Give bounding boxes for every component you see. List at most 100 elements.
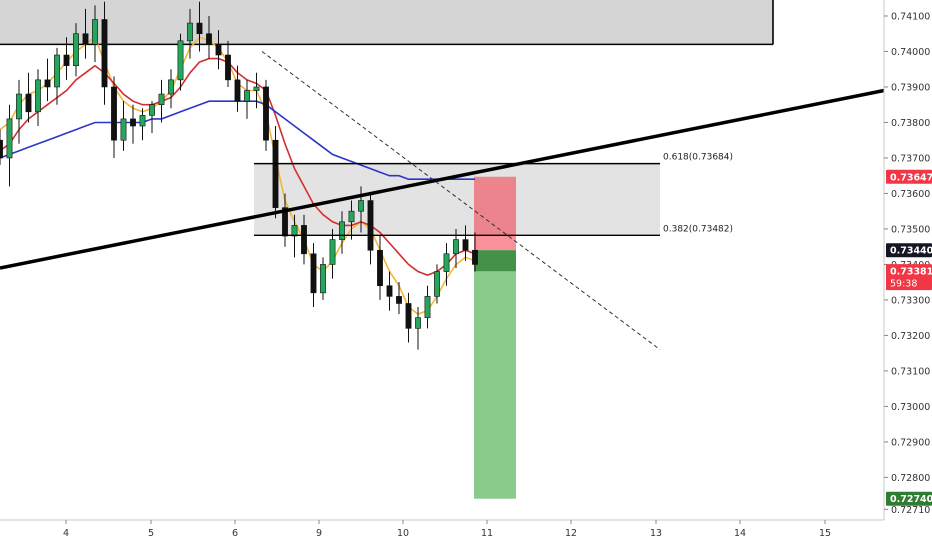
tp-price-label: 0.72740 xyxy=(890,494,932,505)
descending-trendline xyxy=(261,51,661,351)
candle xyxy=(348,200,355,240)
x-tick-label: 5 xyxy=(148,528,154,539)
candle-body xyxy=(443,253,450,272)
candle xyxy=(472,232,478,272)
y-tick-label: 0.73600 xyxy=(891,189,930,200)
y-tick-label: 0.72800 xyxy=(891,473,930,484)
candle-body xyxy=(35,79,41,113)
y-tick-label: 0.73000 xyxy=(891,402,930,413)
candle xyxy=(225,40,231,87)
candle-body xyxy=(130,118,136,127)
y-tick-label: 0.74100 xyxy=(891,11,930,22)
y-tick-label: 0.73800 xyxy=(891,118,930,129)
candle xyxy=(73,23,79,77)
candle-body xyxy=(453,239,459,255)
candle xyxy=(35,69,41,127)
candle xyxy=(405,292,412,343)
candle-body xyxy=(215,44,222,56)
candle-body xyxy=(339,221,345,240)
candle xyxy=(424,285,431,329)
candle xyxy=(187,8,193,59)
candle-body xyxy=(377,249,383,287)
candle-body xyxy=(434,271,440,297)
candle-body xyxy=(415,317,421,329)
x-tick-label: 9 xyxy=(316,528,322,539)
fib-zone xyxy=(254,163,660,236)
ascending-trendline xyxy=(0,88,885,270)
stop-loss-zone xyxy=(474,176,516,251)
candle-body xyxy=(329,239,336,265)
x-tick-label: 6 xyxy=(232,528,238,539)
candle-body xyxy=(396,296,402,304)
candle-body xyxy=(25,93,32,113)
candle-body xyxy=(225,54,231,81)
y-tick-label: 0.73100 xyxy=(891,366,930,377)
candle-body xyxy=(149,104,155,116)
candle xyxy=(177,33,184,91)
candle xyxy=(25,72,32,123)
candle xyxy=(282,193,288,247)
candle-body xyxy=(111,86,117,141)
candle-body xyxy=(272,139,279,208)
x-tick-label: 11 xyxy=(481,528,493,539)
candle xyxy=(244,79,250,119)
candle-body xyxy=(92,19,98,45)
candle-body xyxy=(310,253,317,294)
candle-body xyxy=(0,139,3,159)
last-price-badge xyxy=(886,264,932,291)
candle xyxy=(415,307,421,350)
candle-body xyxy=(73,33,79,66)
candle xyxy=(158,79,165,123)
candle xyxy=(120,101,127,151)
y-tick-label: 0.73500 xyxy=(891,224,930,235)
candle-body xyxy=(82,33,89,45)
candle-body xyxy=(253,86,260,91)
candle-body xyxy=(472,249,478,265)
current-price-label: 0.73440 xyxy=(890,246,932,257)
candle xyxy=(462,225,469,261)
candle xyxy=(253,72,260,109)
candle-body xyxy=(320,264,326,294)
candle-body xyxy=(196,22,203,35)
candle-body xyxy=(263,86,269,141)
candle xyxy=(367,193,374,265)
candle-body xyxy=(282,207,288,237)
time-axis[interactable]: 4 5 6 9 10 11 12 13 14 15 xyxy=(63,520,831,539)
candle-body xyxy=(386,285,393,297)
last-price-label: 0.73381 xyxy=(890,267,932,278)
candle xyxy=(310,243,317,308)
candle-body xyxy=(139,115,146,127)
candle xyxy=(130,104,136,144)
candle-body xyxy=(291,225,298,237)
candle-body xyxy=(63,54,70,66)
candle xyxy=(0,129,3,166)
x-tick-label: 12 xyxy=(565,528,577,539)
candle-body xyxy=(462,239,469,251)
x-tick-label: 4 xyxy=(63,528,69,539)
candle xyxy=(301,214,307,265)
candle xyxy=(139,108,146,141)
y-tick-label: 0.72710 xyxy=(891,505,930,516)
y-tick-label: 0.73200 xyxy=(891,331,930,342)
candle-body xyxy=(158,93,165,106)
candle-body xyxy=(168,79,174,95)
candle-body xyxy=(177,40,184,81)
candle-body xyxy=(6,118,13,159)
candle-body xyxy=(348,210,355,223)
candle-body xyxy=(120,118,127,141)
candle xyxy=(206,15,212,59)
stop-price-badge xyxy=(886,169,932,184)
candle xyxy=(339,211,345,254)
fib-level-label: 0.382(0.73482) xyxy=(663,224,733,234)
candle xyxy=(215,30,222,70)
candle xyxy=(82,8,89,59)
candle xyxy=(386,271,393,311)
current-price-badge xyxy=(886,243,932,258)
candle xyxy=(63,37,70,80)
price-axis[interactable]: 0.72710 0.72800 0.72900 0.73000 0.73100 0.732… xyxy=(884,11,930,516)
supply-zone-top xyxy=(0,0,773,45)
candle xyxy=(329,228,336,279)
candle-body xyxy=(44,79,51,88)
